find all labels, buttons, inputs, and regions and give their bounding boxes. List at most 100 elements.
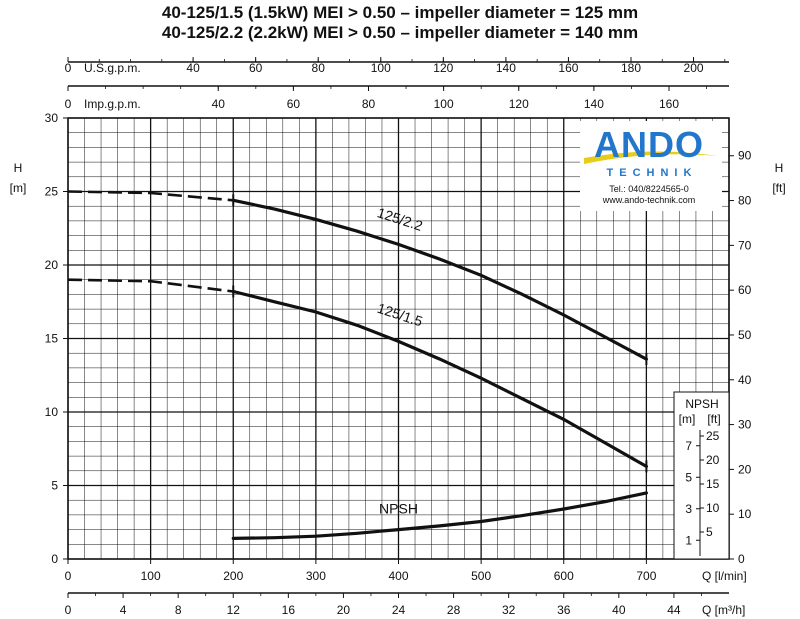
- right-axis-label: H: [775, 161, 784, 175]
- q-lmin-tick-label: 100: [141, 569, 161, 583]
- series-label-125-1-5: 125/1.5: [375, 300, 425, 330]
- m3h-tick-label: 12: [227, 603, 241, 617]
- y-left-tick-label: 0: [51, 552, 58, 566]
- q-lmin-axis-label: Q [l/min]: [702, 569, 747, 583]
- usgpm-tick-label: 80: [312, 61, 326, 75]
- series-125-1-5-dashed-line: [67, 278, 234, 293]
- m3h-tick-label: 36: [557, 603, 571, 617]
- npsh-box-unit-m: [m]: [679, 412, 696, 426]
- series-label-npsh: NPSH: [379, 500, 418, 516]
- m3h-tick-label: 4: [120, 603, 127, 617]
- usgpm-tick-label: 40: [186, 61, 200, 75]
- y-left-tick-label: 5: [51, 479, 58, 493]
- impgpm-tick-label: 0: [65, 97, 72, 111]
- usgpm-tick-label: 160: [558, 61, 578, 75]
- y-left-tick-label: 10: [45, 405, 59, 419]
- left-axis-label: H: [14, 161, 23, 175]
- y-left-tick-label: 25: [45, 185, 59, 199]
- logo-web: www.ando-technik.com: [602, 195, 696, 205]
- usgpm-tick-label: 120: [433, 61, 453, 75]
- m3h-tick-label: 28: [447, 603, 461, 617]
- ando-technik-logo: ANDO TECHNIK Tel.: 040/8224565-0 www.and…: [580, 121, 722, 211]
- series-125-2-2-line: [231, 198, 648, 361]
- impgpm-tick-label: 60: [287, 97, 301, 111]
- top-flow-axes: U.S.g.p.m. Imp.g.p.m. 0 40 60 80 100 120 140 16…: [65, 57, 726, 111]
- impgpm-axis-label: Imp.g.p.m.: [84, 97, 141, 111]
- m3h-tick-label: 8: [175, 603, 182, 617]
- q-m3h-axis-label: Q [m³/h]: [702, 603, 745, 617]
- chart-titles: 40-125/1.5 (1.5kW) MEI > 0.50 – impeller…: [0, 3, 800, 43]
- impgpm-tick-label: 80: [362, 97, 376, 111]
- series-125-1-5-line: [231, 289, 648, 468]
- logo-background: [580, 121, 722, 211]
- npsh-m-tick-label: 1: [685, 533, 692, 547]
- usgpm-tick-label: 200: [684, 61, 704, 75]
- y-right-tick-label: 40: [738, 373, 752, 387]
- y-left-tick-label: 30: [45, 111, 59, 125]
- q-lmin-tick-label: 700: [636, 569, 656, 583]
- logo-brand: ANDO: [594, 124, 704, 165]
- y-right-tick-label: 60: [738, 283, 752, 297]
- usgpm-tick-label: 0: [65, 61, 72, 75]
- y-left-tick-label: 20: [45, 258, 59, 272]
- npsh-m-tick-label: 7: [685, 439, 692, 453]
- y-right-tick-label: 70: [738, 238, 752, 252]
- series-npsh-line: [231, 491, 648, 540]
- usgpm-tick-label: 180: [621, 61, 641, 75]
- q-lmin-tick-label: 200: [223, 569, 243, 583]
- npsh-ft-tick-label: 5: [706, 525, 713, 539]
- npsh-m-tick-label: 5: [685, 470, 692, 484]
- y-right-tick-label: 80: [738, 194, 752, 208]
- q-lmin-tick-label: 600: [554, 569, 574, 583]
- impgpm-tick-label: 120: [509, 97, 529, 111]
- y-left-tick-label: 15: [45, 332, 59, 346]
- q-lmin-tick-label: 0: [65, 569, 72, 583]
- y-right-tick-label: 50: [738, 328, 752, 342]
- chart-title-line-2: 40-125/2.2 (2.2kW) MEI > 0.50 – impeller…: [161, 23, 639, 42]
- impgpm-tick-label: 160: [659, 97, 679, 111]
- impgpm-tick-label: 140: [584, 97, 604, 111]
- m3h-tick-label: 16: [282, 603, 296, 617]
- y-right-tick-label: 0: [738, 552, 745, 566]
- q-lmin-tick-label: 500: [471, 569, 491, 583]
- logo-phone: Tel.: 040/8224565-0: [609, 184, 689, 194]
- npsh-ft-tick-label: 25: [706, 429, 720, 443]
- npsh-m-tick-label: 3: [685, 502, 692, 516]
- impgpm-tick-label: 100: [434, 97, 454, 111]
- npsh-ft-tick-label: 15: [706, 477, 720, 491]
- npsh-ft-tick-label: 10: [706, 501, 720, 515]
- y-right-tick-label: 30: [738, 418, 752, 432]
- npsh-box-unit-ft: [ft]: [707, 412, 720, 426]
- series-125-2-2-dashed-line: [67, 190, 234, 202]
- m3h-tick-label: 24: [392, 603, 406, 617]
- logo-swoosh: [584, 151, 718, 164]
- m3h-tick-label: 40: [612, 603, 626, 617]
- chart-title-line-1: 40-125/1.5 (1.5kW) MEI > 0.50 – impeller…: [161, 3, 639, 22]
- impgpm-tick-label: 40: [212, 97, 226, 111]
- usgpm-axis-label: U.S.g.p.m.: [84, 61, 141, 75]
- usgpm-tick-label: 140: [496, 61, 516, 75]
- npsh-box-frame: [673, 391, 730, 560]
- usgpm-tick-label: 60: [249, 61, 263, 75]
- bottom-flow-axes: Q [l/min] Q [m³/h] 0 100 200 300 400 500 600 70…: [65, 559, 747, 617]
- y-right-tick-label: 10: [738, 507, 752, 521]
- left-axis-unit: [m]: [10, 181, 27, 195]
- y-right-tick-label: 90: [738, 149, 752, 163]
- m3h-tick-label: 44: [667, 603, 681, 617]
- q-lmin-tick-label: 400: [388, 569, 408, 583]
- q-lmin-tick-label: 300: [306, 569, 326, 583]
- y-right-tick-label: 20: [738, 462, 752, 476]
- series-layer: 125/2.2 125/1.5 NPSH: [67, 190, 648, 540]
- m3h-tick-label: 32: [502, 603, 516, 617]
- usgpm-tick-label: 100: [371, 61, 391, 75]
- m3h-tick-label: 20: [337, 603, 351, 617]
- series-label-125-2-2: 125/2.2: [375, 204, 425, 234]
- logo-technik: TECHNIK: [607, 167, 698, 179]
- left-head-axis: H [m] 0 5 10 15 20 25 30: [10, 111, 68, 566]
- npsh-box-title: NPSH: [685, 397, 718, 411]
- right-axis-unit: [ft]: [772, 181, 785, 195]
- npsh-ft-tick-label: 20: [706, 453, 720, 467]
